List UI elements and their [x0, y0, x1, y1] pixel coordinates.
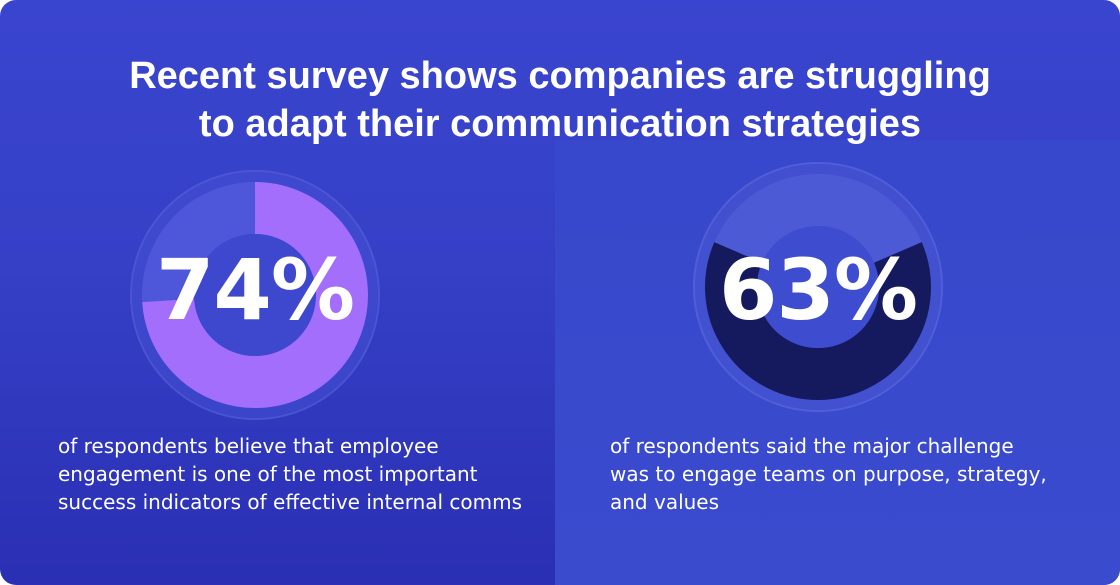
stat-description-2: of respondents said the major challenge …: [610, 434, 1047, 514]
stat-value-74: 74%: [155, 241, 355, 339]
stat-description-1: of respondents believe that employee eng…: [58, 434, 523, 514]
donut-segment-74: [142, 182, 368, 408]
donut-hole: [194, 234, 316, 356]
stat-value-63: 63%: [718, 241, 918, 339]
donut-chart-employee-engagement: [130, 170, 380, 420]
donut-halo: [130, 170, 380, 420]
title-line-2: to adapt their communication strategies: [198, 103, 922, 145]
title-line-1: Recent survey shows companies are strugg…: [129, 55, 991, 97]
donut-halo: [693, 162, 943, 412]
page-title: Recent survey shows companies are strugg…: [0, 52, 1120, 148]
donut-chart-major-challenge: [693, 162, 943, 412]
donut-segment-63: [705, 242, 931, 400]
donut-hole: [757, 226, 879, 348]
